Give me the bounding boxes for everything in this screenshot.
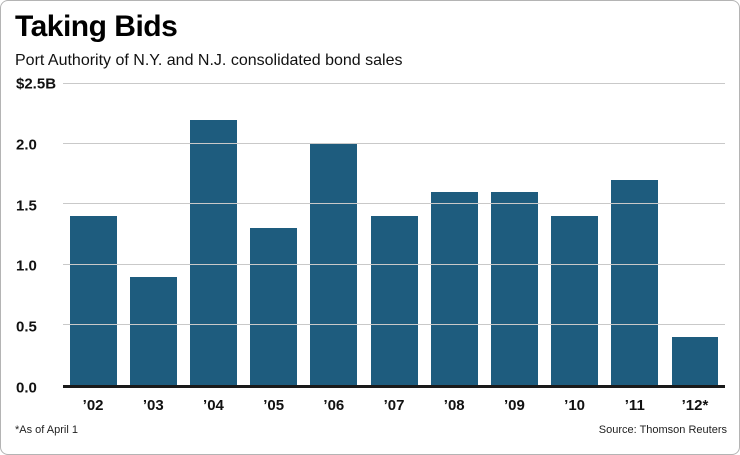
x-axis-labels: ’02 ’03 ’04 ’05 ’06 ’07 ’08 ’09 ’10 ’11 ’12* [63,392,725,414]
y-tick-label: 0.0 [16,379,37,397]
chart-footer: *As of April 1 Source: Thomson Reuters [15,424,727,436]
bar-10 [551,216,599,385]
y-tick-label: 1.5 [16,197,37,215]
bar-02 [69,216,117,385]
bar-slot [123,84,183,385]
x-tick-label: ’05 [263,397,285,414]
source-credit: Source: Thomson Reuters [598,424,727,436]
x-tick-label: ’12* [681,397,709,414]
bar-05 [250,228,298,385]
x-tick-label: ’07 [383,397,405,414]
bar-slot [484,84,544,385]
bar-03 [129,276,177,385]
chart-title: Taking Bids [15,10,178,43]
y-tick-label: 1.0 [16,257,37,275]
bar-slot [665,84,725,385]
x-tick-label: ’10 [564,397,586,414]
bar-chart: $2.5B 2.0 1.5 1.0 0.5 0.0 ’02’03’04’05’06’07’… [15,76,727,414]
bar-07 [370,216,418,385]
bar-slot [183,84,243,385]
bar-12 [671,336,719,385]
bar-04 [190,120,237,385]
bar-slot [304,84,364,385]
plot-area [63,83,725,388]
bar-11 [611,180,659,385]
bars-container [63,84,725,385]
y-axis-labels: $2.5B 2.0 1.5 1.0 0.5 0.0 [15,76,61,397]
x-tick-label: ’02 [82,397,104,414]
x-tick-label: ’04 [203,397,224,414]
gridline [63,323,725,325]
bar-09 [490,192,538,385]
x-tick-label: ’03 [142,397,164,414]
y-tick-label: 0.5 [16,318,37,336]
gridline [63,263,725,265]
y-tick-label: 2.0 [16,136,37,154]
chart-header: Taking Bids Port Authority of N.Y. and N… [15,9,727,70]
x-tick-label: ’11 [624,397,645,414]
x-tick-label: ’08 [443,397,465,414]
bar-slot [545,84,605,385]
bar-08 [430,192,478,385]
x-tick-label: ’06 [323,397,345,414]
bar-slot [244,84,304,385]
bar-slot [424,84,484,385]
gridline [63,83,725,84]
gridline [63,203,725,205]
bar-slot [605,84,665,385]
x-tick-label: ’09 [503,397,525,414]
bar-slot [63,84,123,385]
footnote: *As of April 1 [15,424,78,436]
bar-slot [364,84,424,385]
y-tick-label: $2.5B [16,75,57,93]
gridline [63,143,725,145]
chart-subtitle: Port Authority of N.Y. and N.J. consolid… [15,52,403,69]
